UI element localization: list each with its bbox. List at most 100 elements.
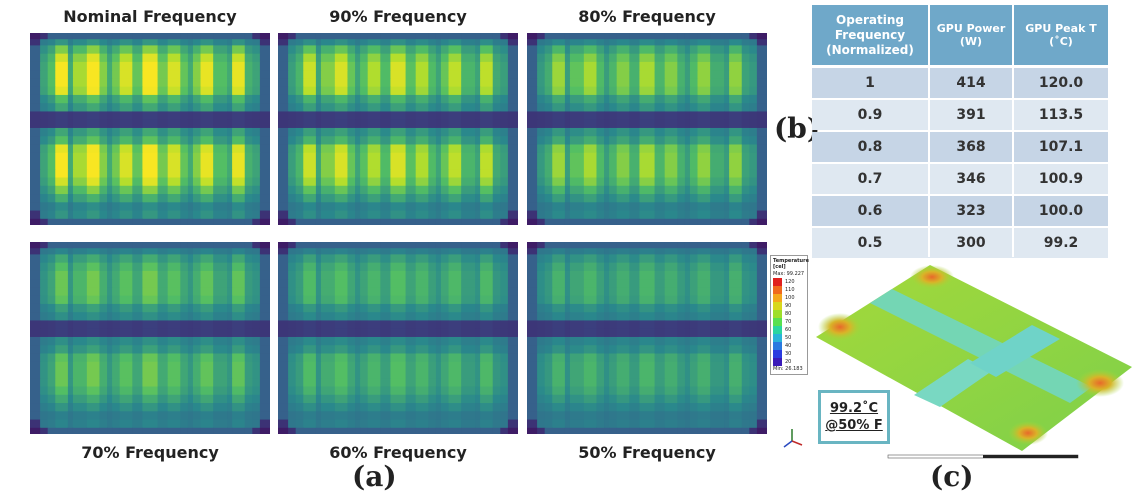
heatmap-cell xyxy=(390,177,407,187)
heatmap-cell xyxy=(616,144,630,154)
heatmap-cell xyxy=(507,152,518,162)
heatmap-cell xyxy=(180,185,189,195)
heatmap-cell xyxy=(527,45,538,55)
heatmap-cell xyxy=(334,303,348,313)
heatmap-cell xyxy=(360,353,369,363)
heatmap-cell xyxy=(440,78,450,88)
heatmap-cell xyxy=(232,328,246,338)
heatmap-cell xyxy=(55,86,69,96)
heatmap-cell xyxy=(616,185,630,195)
heatmap-cell xyxy=(583,144,597,154)
heatmap-cell xyxy=(295,312,304,321)
heatmap-cell xyxy=(664,70,678,79)
heatmap-cell xyxy=(40,270,49,280)
heatmap-cell xyxy=(288,161,297,170)
heatmap-cell xyxy=(288,287,297,297)
heatmap-cell xyxy=(440,70,450,79)
heatmap-cell xyxy=(288,262,297,272)
heatmap-cell xyxy=(428,287,437,297)
heatmap-cell xyxy=(288,312,297,321)
heatmap-cell xyxy=(475,185,481,195)
heatmap-title-90: 90% Frequency xyxy=(329,7,467,26)
heatmap-cell xyxy=(347,119,356,129)
heatmap-cell xyxy=(200,370,214,379)
heatmap-cell xyxy=(677,218,686,225)
heatmap-cell xyxy=(55,127,69,137)
heatmap-cell xyxy=(729,177,743,187)
heatmap-cell xyxy=(609,70,618,79)
heatmap-cell xyxy=(435,39,442,46)
heatmap-cell xyxy=(99,210,108,220)
heatmap-cell xyxy=(112,218,121,225)
heatmap-cell xyxy=(544,144,553,154)
heatmap-cell xyxy=(544,53,553,63)
heatmap-cell xyxy=(475,411,481,421)
heatmap-cell xyxy=(677,361,686,371)
heatmap-cell xyxy=(192,419,202,429)
heatmap-cell xyxy=(303,370,317,379)
heatmap-cell xyxy=(480,386,494,396)
heatmap-cell xyxy=(192,218,202,225)
heatmap-cell xyxy=(616,119,630,129)
heatmap-cell xyxy=(537,361,546,371)
heatmap-cell xyxy=(157,394,169,404)
heatmap-cell xyxy=(492,78,501,88)
heatmap-cell xyxy=(187,279,194,288)
legend-swatch xyxy=(773,310,782,318)
heatmap-cell xyxy=(729,312,743,321)
heatmap-cell xyxy=(142,270,159,280)
heatmap-cell xyxy=(112,94,121,104)
heatmap-cell xyxy=(192,53,202,63)
heatmap-cell xyxy=(639,248,656,255)
table-cell: 100.9 xyxy=(1038,171,1084,187)
heatmap-cell xyxy=(756,370,767,379)
heatmap-cell xyxy=(67,295,74,305)
heatmap-cell xyxy=(47,336,56,346)
heatmap-cell xyxy=(569,386,585,396)
heatmap-cell xyxy=(689,345,699,354)
heatmap-cell xyxy=(500,303,509,313)
heatmap-cell xyxy=(596,61,605,71)
heatmap-cell xyxy=(749,202,758,212)
heatmap-cell xyxy=(564,328,571,338)
heatmap-cell xyxy=(440,312,450,321)
heatmap-cell xyxy=(86,136,100,145)
heatmap-cell xyxy=(583,394,597,404)
heatmap-cell xyxy=(355,152,361,162)
heatmap-cell xyxy=(360,270,369,280)
heatmap-cell xyxy=(187,262,194,272)
heatmap-cell xyxy=(492,270,501,280)
heatmap-cell xyxy=(380,336,391,346)
heatmap-cell xyxy=(320,394,336,404)
heatmap-cell xyxy=(654,39,666,46)
heatmap-cell xyxy=(684,361,691,371)
heatmap-cell xyxy=(119,419,133,429)
heatmap-cell xyxy=(157,218,169,225)
heatmap-cell xyxy=(380,202,391,212)
heatmap-cell xyxy=(724,254,730,264)
heatmap-cell xyxy=(278,279,289,288)
heatmap-cell xyxy=(259,411,270,421)
heatmap-cell xyxy=(741,119,750,129)
heatmap-cell xyxy=(390,378,407,388)
heatmap-cell xyxy=(677,94,686,104)
heatmap-cell xyxy=(86,70,100,79)
heatmap-cell xyxy=(689,86,699,96)
heatmap-cell xyxy=(232,152,246,162)
heatmap-cell xyxy=(537,242,546,249)
heatmap-cell xyxy=(200,185,214,195)
heatmap-cell xyxy=(689,61,699,71)
heatmap-cell xyxy=(756,144,767,154)
heatmap-cell xyxy=(367,386,381,396)
heatmap-cell xyxy=(157,312,169,321)
heatmap-cell xyxy=(47,312,56,321)
heatmap-cell xyxy=(367,403,381,412)
heatmap-cell xyxy=(684,111,691,121)
heatmap-cell xyxy=(288,270,297,280)
heatmap-cell xyxy=(213,312,228,321)
heatmap-cell xyxy=(30,370,41,379)
heatmap-cell xyxy=(355,218,361,225)
heatmap-cell xyxy=(415,287,429,297)
heatmap-cell xyxy=(616,194,630,203)
heatmap-cell xyxy=(355,161,361,170)
